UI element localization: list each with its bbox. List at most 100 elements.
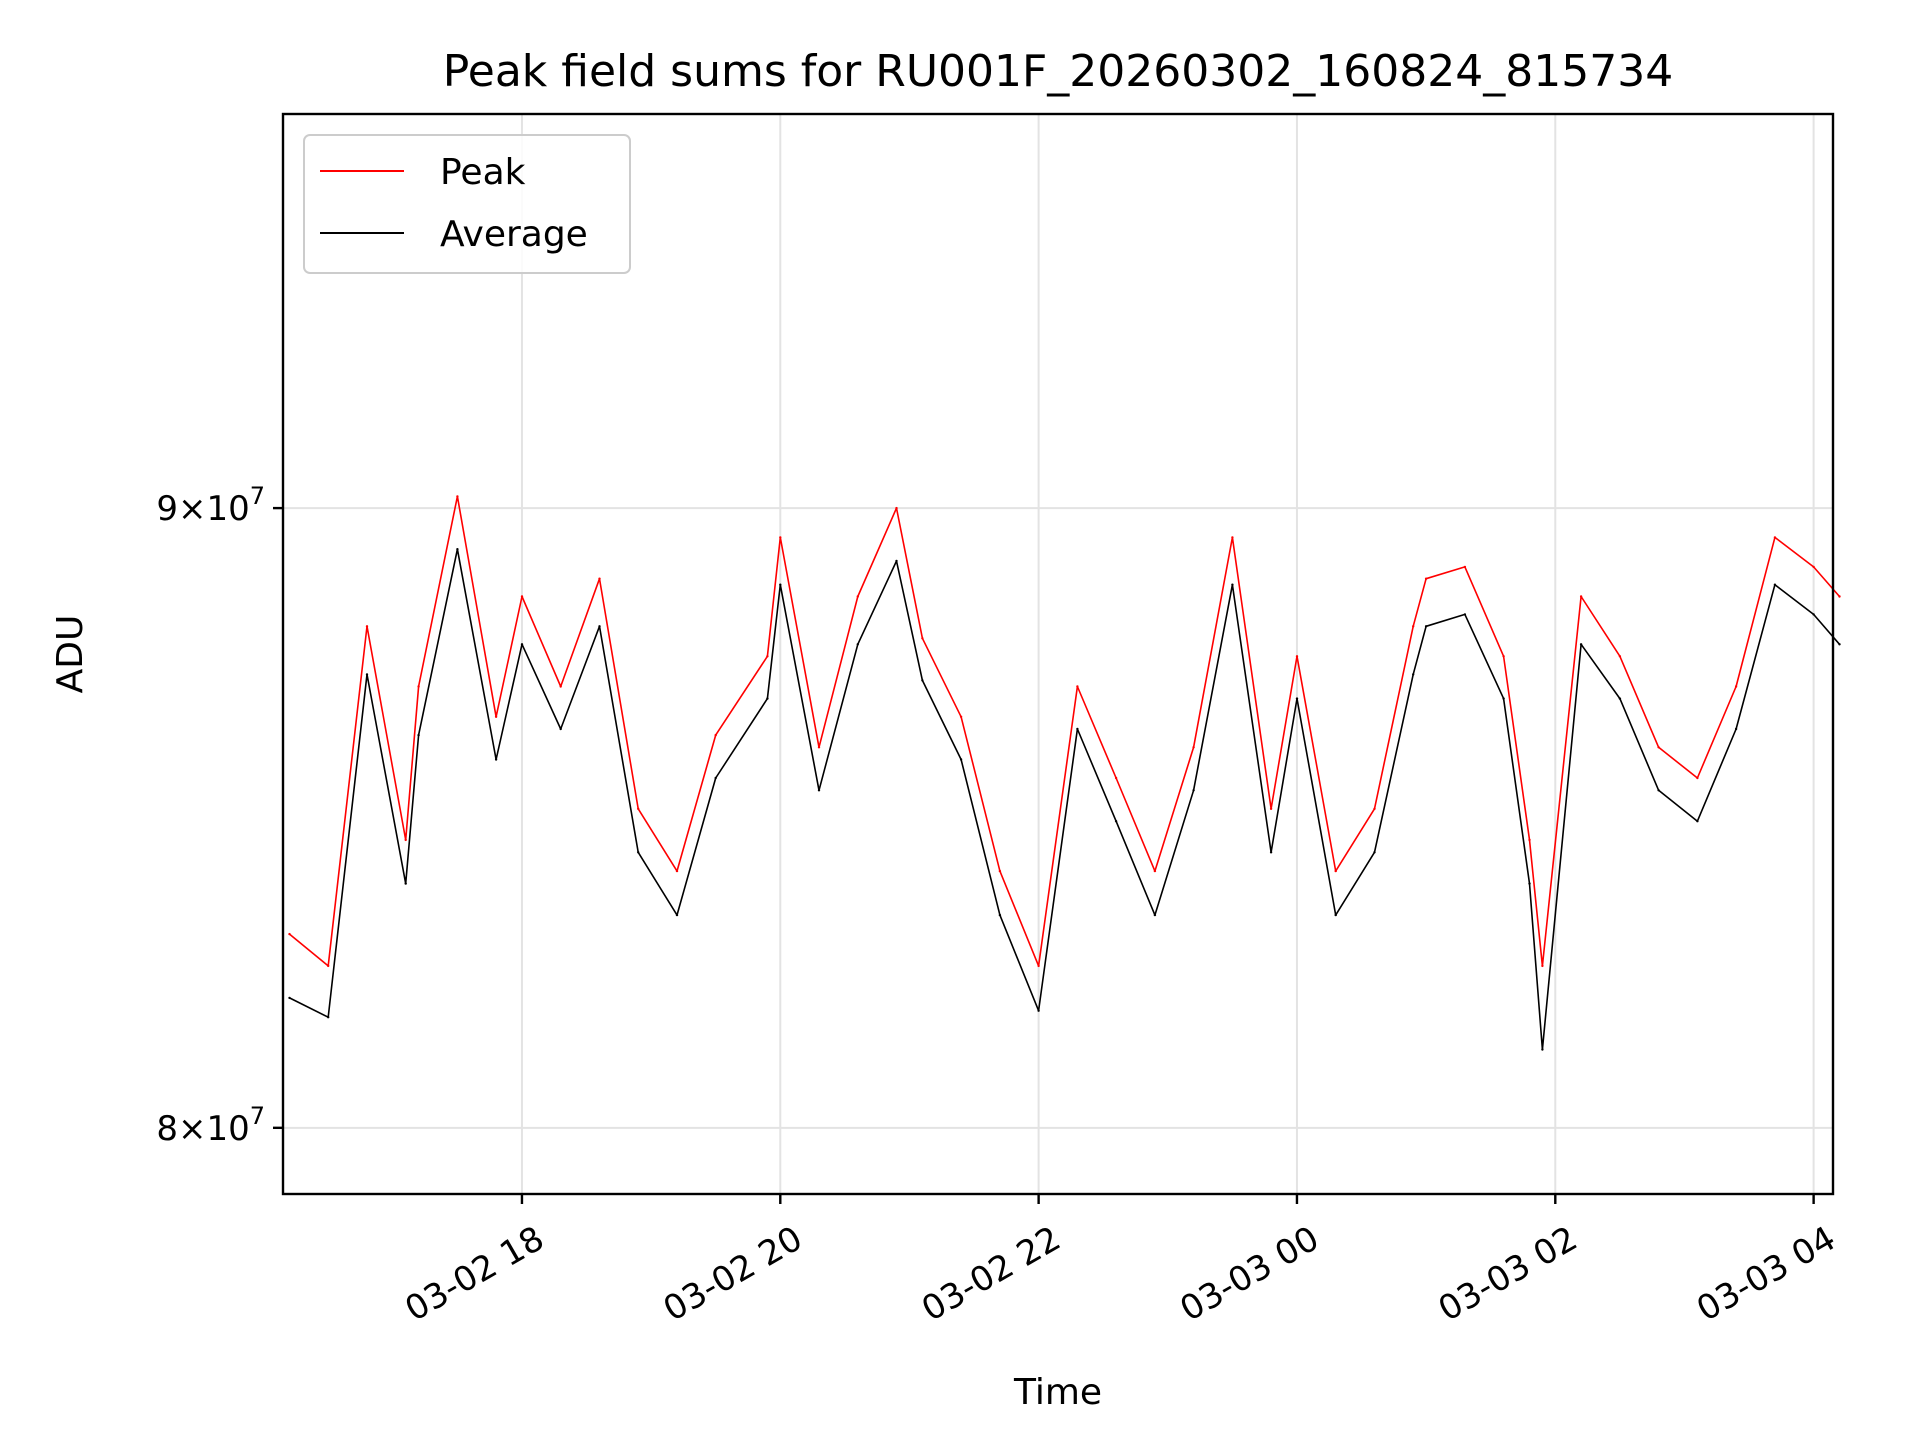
data-point-peak [288,932,291,936]
plot-frame [281,112,1835,1196]
data-point-peak [327,964,330,968]
data-point-peak [1734,685,1738,688]
series-layer [288,495,1841,1051]
data-point-peak [1696,776,1699,780]
y-axis-label: ADU [50,615,91,694]
data-point-average [327,1016,330,1019]
y-tick-exponent: 7 [250,1102,265,1130]
data-point-peak [1231,536,1234,539]
legend-average-label: Average [440,214,588,255]
data-point-average [1528,882,1531,885]
data-point-average [1295,697,1299,700]
data-point-peak [817,746,821,749]
data-point-peak [1412,625,1415,628]
data-point-peak [1579,595,1583,598]
data-point-average [1812,613,1815,616]
data-point-average [1424,625,1428,628]
data-point-average [714,776,717,780]
data-point-peak [714,733,717,737]
data-point-peak [1424,577,1428,580]
data-point-average [1037,1009,1040,1012]
y-tick-base: 8 [156,1109,178,1149]
data-point-average [288,996,291,1000]
data-point-peak [637,807,640,810]
data-point-average [998,913,1002,917]
data-point-average [959,758,963,761]
data-point-average [1541,1048,1544,1051]
y-tick-label: 9×107 [156,482,265,529]
data-point-peak [998,869,1002,873]
data-point-average [1579,643,1583,646]
data-point-average [1269,851,1273,854]
data-point-peak [1541,964,1544,968]
data-point-peak [1812,565,1815,569]
data-point-peak [1528,838,1531,842]
y-tick-times: ×10 [178,1109,250,1149]
data-point-average [1114,820,1118,823]
legend-box [303,134,631,274]
legend: Peak Average [303,134,631,274]
data-point-peak [456,495,459,498]
data-point-average [1412,673,1415,676]
data-point-peak [921,637,924,640]
data-point-peak [1773,536,1777,539]
data-point-peak [895,506,898,510]
data-point-average [1838,643,1841,646]
data-point-peak [1153,869,1157,873]
x-axis-label: Time [1013,1372,1102,1413]
data-point-average [1334,913,1337,917]
data-point-average [494,758,498,761]
data-point-average [675,913,679,917]
data-point-average [417,733,420,737]
data-point-average [766,697,769,700]
data-point-average [856,643,859,646]
data-point-average [1734,727,1738,731]
data-point-average [895,559,898,563]
data-point-average [559,727,562,731]
data-point-average [404,882,407,885]
data-point-average [1657,789,1660,792]
data-point-average [1502,697,1505,700]
data-point-average [365,673,369,676]
data-point-peak [1373,807,1376,810]
data-point-average [1373,851,1376,854]
data-point-average [817,789,821,792]
data-point-peak [1037,964,1040,968]
data-point-peak [559,685,562,688]
data-point-average [456,548,459,551]
data-point-peak [1463,565,1467,569]
data-point-peak [494,715,498,718]
y-tick-times: ×10 [178,489,250,529]
data-point-average [779,583,782,586]
data-point-peak [1269,807,1273,810]
data-point-peak [856,595,859,598]
data-point-average [921,679,924,682]
data-point-average [1463,613,1467,616]
data-point-peak [1838,595,1841,598]
data-point-peak [1618,655,1622,658]
data-point-average [520,643,524,646]
data-point-average [1153,913,1157,917]
data-point-peak [1334,869,1337,873]
data-point-average [1618,697,1622,700]
data-point-peak [1192,746,1195,749]
grid-layer [283,114,1833,1194]
data-point-peak [959,715,963,718]
data-point-peak [1657,746,1660,749]
data-point-peak [675,869,679,873]
y-tick-base: 9 [156,489,178,529]
y-tick-exponent: 7 [250,482,265,510]
legend-peak-label: Peak [440,152,526,193]
data-point-peak [417,685,420,688]
data-point-peak [1114,776,1118,780]
data-point-average [1076,727,1079,731]
data-point-peak [404,838,407,842]
data-point-peak [598,577,601,580]
data-point-peak [766,655,769,658]
data-point-peak [779,536,782,539]
data-point-peak [520,595,524,598]
